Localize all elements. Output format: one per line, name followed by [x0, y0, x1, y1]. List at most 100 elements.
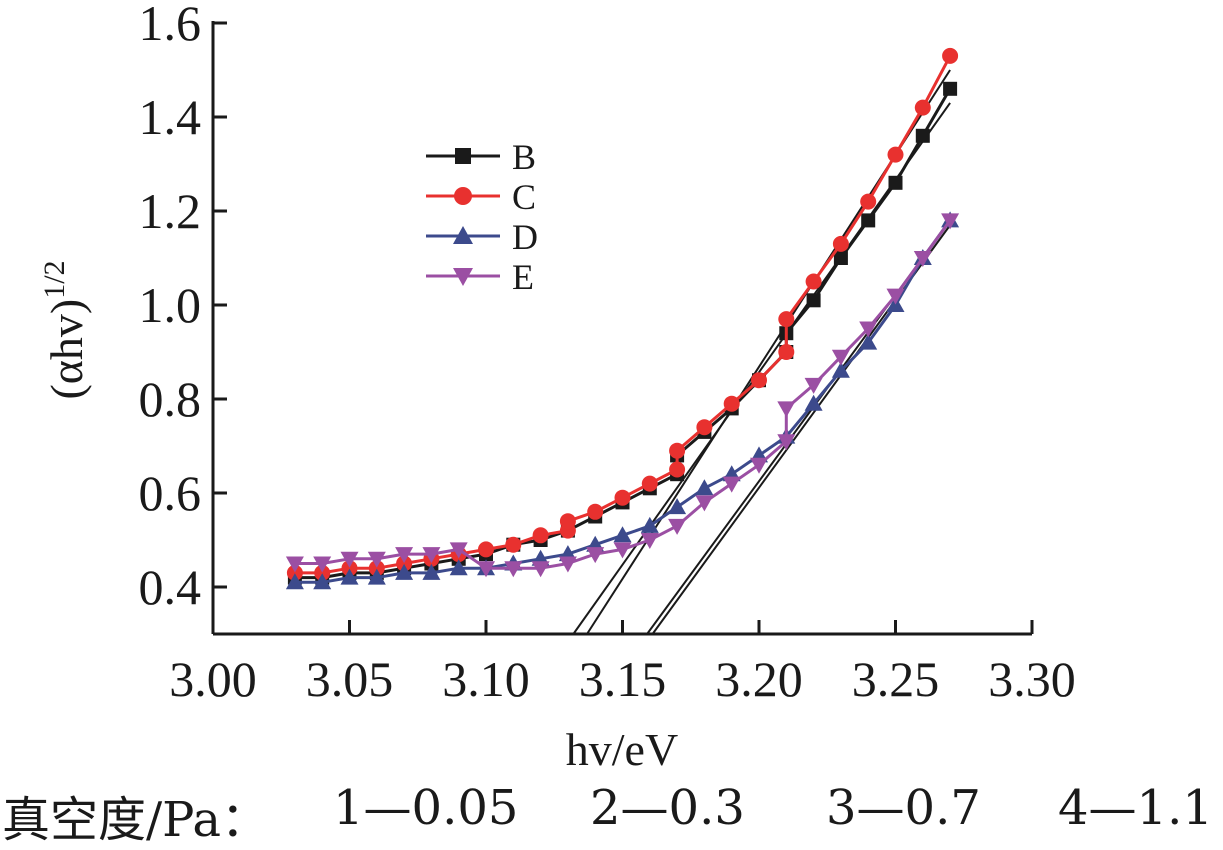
data-point-C [314, 564, 331, 581]
data-point-D [340, 568, 359, 585]
data-point-C [723, 395, 740, 412]
data-point-E [886, 288, 905, 305]
data-point-E [367, 551, 386, 568]
y-tick-label: 0.4 [139, 559, 202, 615]
x-tick-label: 3.05 [306, 651, 394, 707]
data-point-E [558, 556, 577, 573]
data-point-C [341, 560, 358, 577]
data-point-D [449, 559, 468, 576]
caption-label: 真空度/Pa： [2, 792, 269, 848]
series-D [285, 211, 960, 590]
y-axis-title-sup: 1/2 [38, 260, 71, 298]
data-point-C [914, 99, 931, 116]
legend-label-D: D [512, 217, 538, 257]
data-point-E [477, 561, 495, 578]
data-point-D [831, 361, 850, 378]
data-point-C [587, 503, 604, 520]
y-tick-label: 1.6 [139, 0, 202, 51]
data-point-E [531, 561, 550, 578]
series-line-C [294, 55, 952, 575]
data-point-E [859, 321, 878, 338]
legend-marker-C [454, 187, 472, 205]
x-tick-label: 3.20 [715, 651, 803, 707]
y-axis-title-main: (αhv) [41, 299, 92, 400]
data-point-C [368, 560, 385, 577]
data-point-B [861, 213, 876, 228]
data-point-C [805, 273, 822, 290]
series-C [286, 47, 959, 581]
data-point-C [505, 536, 522, 553]
y-tick-label: 0.6 [139, 465, 202, 521]
data-point-D [668, 498, 687, 515]
data-point-B [833, 251, 848, 265]
data-point-E [313, 556, 332, 573]
y-tick-label: 1.0 [139, 277, 202, 333]
data-point-C [559, 513, 576, 530]
data-point-D [422, 563, 441, 580]
caption-item-3: 3—0.7 [826, 780, 981, 836]
data-point-D [859, 333, 878, 350]
data-point-D [640, 516, 659, 533]
data-point-C [614, 489, 631, 506]
data-point-E [395, 547, 414, 564]
data-point-C [778, 344, 795, 360]
caption-item-2: 2—0.3 [590, 780, 745, 836]
legend-label-B: B [512, 137, 536, 177]
x-tick-label: 3.25 [852, 651, 940, 707]
axes: 0.4 0.6 0.8 1.0 1.2 1.4 1.6 3.00 3.05 3.10 3.15 3.2… [139, 0, 1076, 707]
caption-item-4: 4—1.1 [1058, 780, 1213, 836]
data-point-C [778, 311, 795, 328]
x-tick-label: 3.10 [442, 651, 530, 707]
y-axis-title-group: (αhv)1/2 [38, 260, 92, 399]
data-point-E [913, 251, 932, 267]
data-point-E [285, 556, 304, 573]
data-point-E [586, 547, 605, 564]
data-point-C [532, 527, 549, 544]
data-point-E [613, 542, 632, 559]
data-point-B [806, 293, 821, 308]
data-point-D [613, 526, 632, 543]
data-point-C [669, 442, 686, 459]
x-tick-label: 3.30 [988, 651, 1076, 707]
legend-label-C: C [512, 177, 536, 217]
data-point-C [641, 475, 658, 492]
data-point-E [722, 476, 741, 493]
data-point-E [804, 377, 823, 394]
data-point-C [942, 47, 959, 64]
data-point-D [395, 563, 414, 580]
x-tick-label: 3.00 [169, 651, 257, 707]
data-point-B [915, 128, 930, 143]
legend-marker-B [455, 148, 471, 164]
data-point-C [396, 555, 413, 572]
series-B [287, 81, 958, 585]
data-point-C [286, 564, 303, 581]
series-line-E [294, 219, 952, 570]
data-point-E [777, 434, 796, 451]
x-tick-label: 3.15 [579, 651, 667, 707]
data-point-D [313, 573, 332, 590]
legend-label-E: E [512, 257, 534, 297]
data-point-E [422, 547, 441, 564]
legend-marker-E [453, 268, 473, 286]
x-axis-title: hv/eV [566, 724, 678, 775]
data-point-D [367, 568, 386, 585]
y-tick-label: 0.8 [139, 371, 202, 427]
data-point-D [695, 479, 714, 496]
y-tick-label: 1.2 [139, 183, 202, 239]
data-point-C [832, 235, 849, 252]
data-point-E [750, 457, 768, 474]
caption: 真空度/Pa： 1—0.05 2—0.3 3—0.7 4—1.1 [0, 780, 1223, 848]
data-point-C [478, 541, 494, 558]
data-point-E [695, 495, 714, 512]
data-point-E [340, 551, 359, 568]
data-point-C [669, 461, 686, 478]
data-point-E [831, 349, 850, 366]
data-point-C [696, 419, 713, 436]
y-tick-label: 1.4 [139, 89, 202, 145]
series-E [285, 213, 960, 578]
caption-item-1: 1—0.05 [333, 780, 519, 836]
data-point-C [751, 372, 767, 389]
data-point-D [804, 394, 823, 411]
